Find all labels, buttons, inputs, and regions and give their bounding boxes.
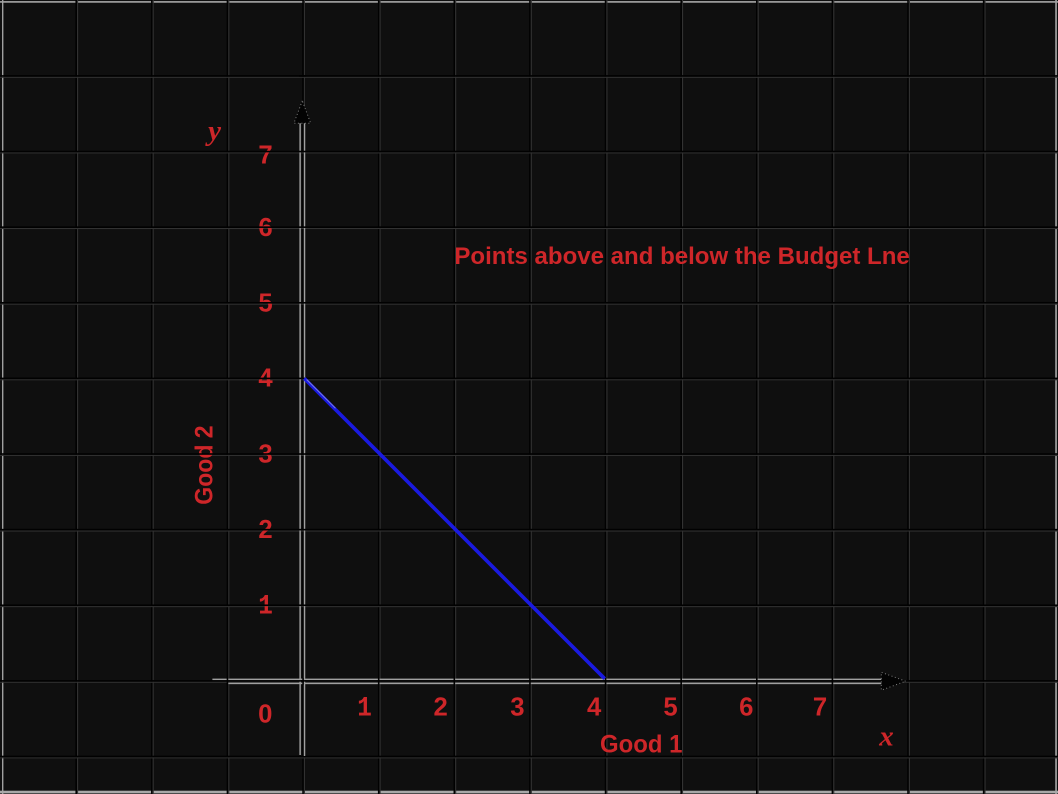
svg-text:7: 7 xyxy=(813,694,827,722)
svg-text:1: 1 xyxy=(357,694,372,725)
svg-text:7: 7 xyxy=(258,142,272,170)
svg-text:6: 6 xyxy=(739,694,753,722)
svg-text:y: y xyxy=(205,115,221,147)
svg-text:x: x xyxy=(878,721,894,753)
svg-text:Points above and below the Bud: Points above and below the Budget Lne xyxy=(454,243,909,270)
svg-text:5: 5 xyxy=(663,694,677,722)
svg-text:3: 3 xyxy=(510,694,524,722)
svg-text:2: 2 xyxy=(433,694,447,722)
svg-text:Good 2: Good 2 xyxy=(191,425,219,504)
svg-text:0: 0 xyxy=(258,700,272,728)
svg-text:Good 1: Good 1 xyxy=(600,731,683,759)
svg-text:1: 1 xyxy=(258,591,273,622)
svg-text:4: 4 xyxy=(587,694,602,722)
